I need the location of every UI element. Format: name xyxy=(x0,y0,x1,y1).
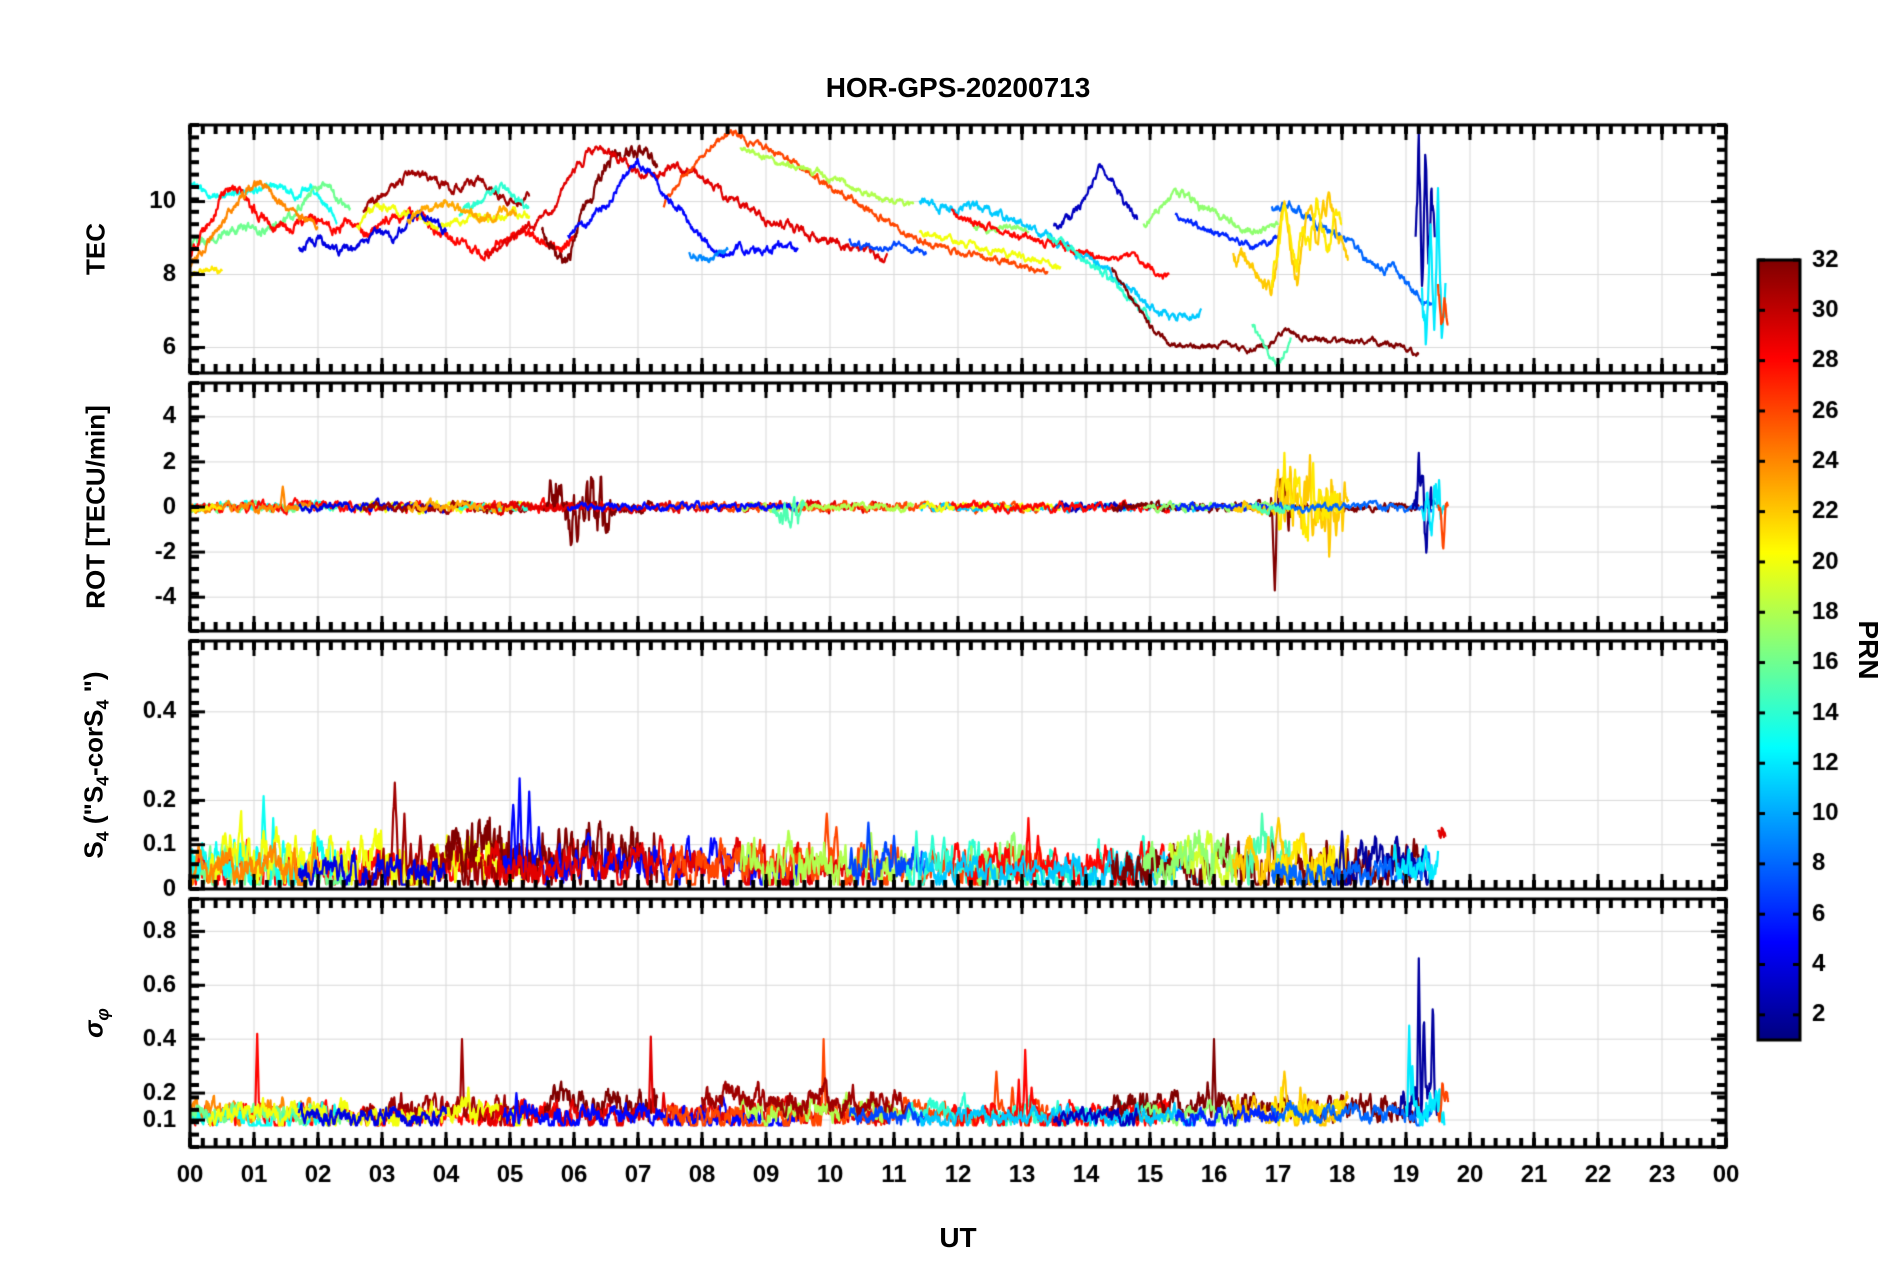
x-axis-label: UT xyxy=(939,1222,977,1253)
ylabel-tec: TEC xyxy=(80,223,111,275)
ylabel-sigma-phi: σφ xyxy=(78,1008,113,1038)
ylabel-rot: ROT [TECU/min] xyxy=(80,405,111,609)
ylabel-s4: S4 ("S4-corS4 ") xyxy=(78,671,113,859)
chart-title: HOR-GPS-20200713 xyxy=(825,72,1091,103)
colorbar-label: PRN xyxy=(1853,620,1884,680)
